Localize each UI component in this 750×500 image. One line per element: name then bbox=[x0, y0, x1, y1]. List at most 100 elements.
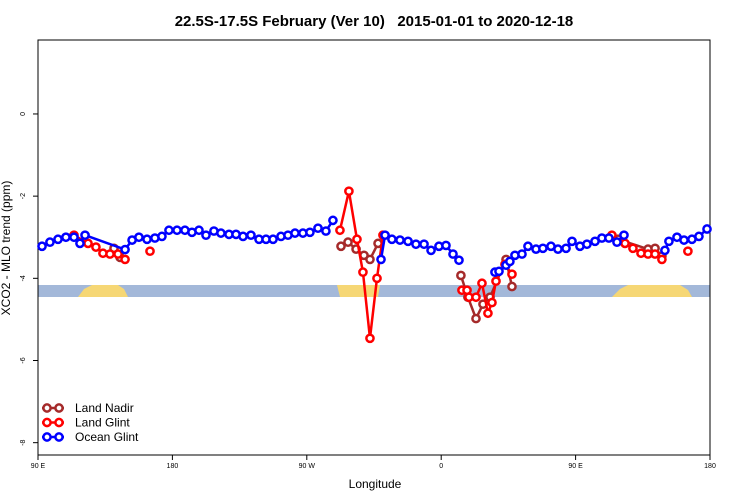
data-point bbox=[523, 241, 533, 252]
y-tick-label: -6 bbox=[20, 357, 27, 363]
data-point bbox=[604, 233, 614, 243]
data-point bbox=[395, 235, 405, 245]
x-tick-label: 180 bbox=[704, 463, 716, 470]
data-point bbox=[441, 240, 451, 251]
data-point bbox=[403, 236, 413, 247]
data-point bbox=[157, 231, 167, 242]
data-point bbox=[619, 230, 629, 241]
data-point bbox=[113, 249, 123, 259]
data-point bbox=[507, 281, 517, 292]
data-point bbox=[305, 227, 315, 238]
data-point bbox=[612, 237, 622, 248]
data-point bbox=[328, 215, 338, 226]
legend-marker bbox=[54, 432, 64, 442]
land-ocean-strip bbox=[38, 285, 710, 297]
data-point bbox=[650, 249, 660, 259]
y-axis-label: XCO2 - MLO trend (ppm) bbox=[0, 181, 13, 316]
data-point bbox=[582, 239, 592, 250]
data-point bbox=[194, 225, 204, 236]
data-point bbox=[380, 230, 390, 241]
legend-marker bbox=[54, 417, 64, 428]
data-point bbox=[365, 254, 375, 265]
data-point bbox=[344, 186, 354, 197]
data-point bbox=[216, 228, 226, 238]
data-point bbox=[456, 270, 466, 281]
data-point bbox=[91, 242, 101, 252]
y-tick-label: -2 bbox=[20, 193, 27, 199]
y-tick-label: -8 bbox=[20, 439, 27, 445]
data-point bbox=[246, 230, 256, 241]
data-point bbox=[454, 255, 464, 266]
land-patch bbox=[612, 285, 692, 297]
legend-marker bbox=[42, 403, 52, 413]
data-point bbox=[419, 239, 429, 250]
data-point bbox=[694, 231, 704, 242]
data-point bbox=[628, 243, 638, 254]
data-point bbox=[567, 236, 577, 247]
data-point bbox=[507, 269, 517, 280]
legend-label: Land Glint bbox=[75, 416, 130, 430]
x-axis-label: Longitude bbox=[349, 477, 402, 491]
data-point bbox=[664, 236, 674, 247]
legend-marker bbox=[42, 417, 52, 428]
data-point bbox=[352, 234, 362, 245]
data-point bbox=[313, 223, 323, 234]
data-point bbox=[142, 234, 152, 245]
data-point bbox=[538, 243, 548, 254]
data-point bbox=[517, 249, 527, 259]
data-point bbox=[61, 232, 71, 243]
data-point bbox=[45, 237, 55, 248]
data-point bbox=[343, 237, 353, 248]
series-line bbox=[112, 238, 663, 322]
y-tick-label: -4 bbox=[20, 275, 27, 281]
data-point bbox=[268, 234, 278, 245]
data-point bbox=[471, 313, 481, 324]
data-point bbox=[660, 245, 670, 256]
data-point bbox=[477, 278, 487, 289]
data-point bbox=[657, 254, 667, 265]
data-point bbox=[494, 266, 504, 277]
x-tick-label: 0 bbox=[439, 463, 443, 470]
data-point bbox=[471, 292, 481, 303]
x-tick-label: 90 E bbox=[568, 463, 583, 470]
series-line bbox=[74, 191, 688, 338]
data-point bbox=[134, 232, 144, 243]
land-patch bbox=[337, 285, 380, 297]
data-point bbox=[505, 256, 515, 267]
data-point bbox=[238, 231, 248, 242]
data-point bbox=[105, 249, 115, 259]
data-point bbox=[376, 254, 386, 265]
plot-frame bbox=[37, 39, 711, 456]
data-point bbox=[120, 244, 130, 255]
chart-title: 22.5S-17.5S February (Ver 10) 2015-01-01… bbox=[175, 13, 574, 30]
data-point bbox=[387, 234, 397, 245]
data-point bbox=[448, 249, 458, 259]
data-point bbox=[120, 254, 130, 265]
land-patch bbox=[78, 285, 128, 297]
legend-marker bbox=[42, 432, 52, 442]
data-point bbox=[321, 226, 331, 236]
data-point bbox=[201, 230, 211, 241]
data-point bbox=[365, 333, 375, 344]
data-point bbox=[145, 246, 155, 257]
data-point bbox=[290, 228, 300, 238]
x-tick-label: 90 W bbox=[299, 463, 316, 470]
data-point bbox=[491, 276, 501, 287]
x-tick-label: 180 bbox=[167, 463, 179, 470]
data-point bbox=[358, 267, 368, 278]
x-tick-label: 90 E bbox=[31, 463, 46, 470]
data-point bbox=[75, 238, 85, 249]
data-point bbox=[83, 238, 93, 249]
data-point bbox=[172, 225, 182, 236]
data-point bbox=[37, 241, 47, 252]
legend-marker bbox=[54, 403, 64, 413]
legend-label: Land Nadir bbox=[75, 401, 134, 415]
legend-label: Ocean Glint bbox=[75, 430, 139, 444]
data-point bbox=[679, 235, 689, 245]
y-tick-label: 0 bbox=[20, 112, 27, 116]
data-point bbox=[372, 273, 382, 284]
data-point bbox=[553, 244, 563, 254]
